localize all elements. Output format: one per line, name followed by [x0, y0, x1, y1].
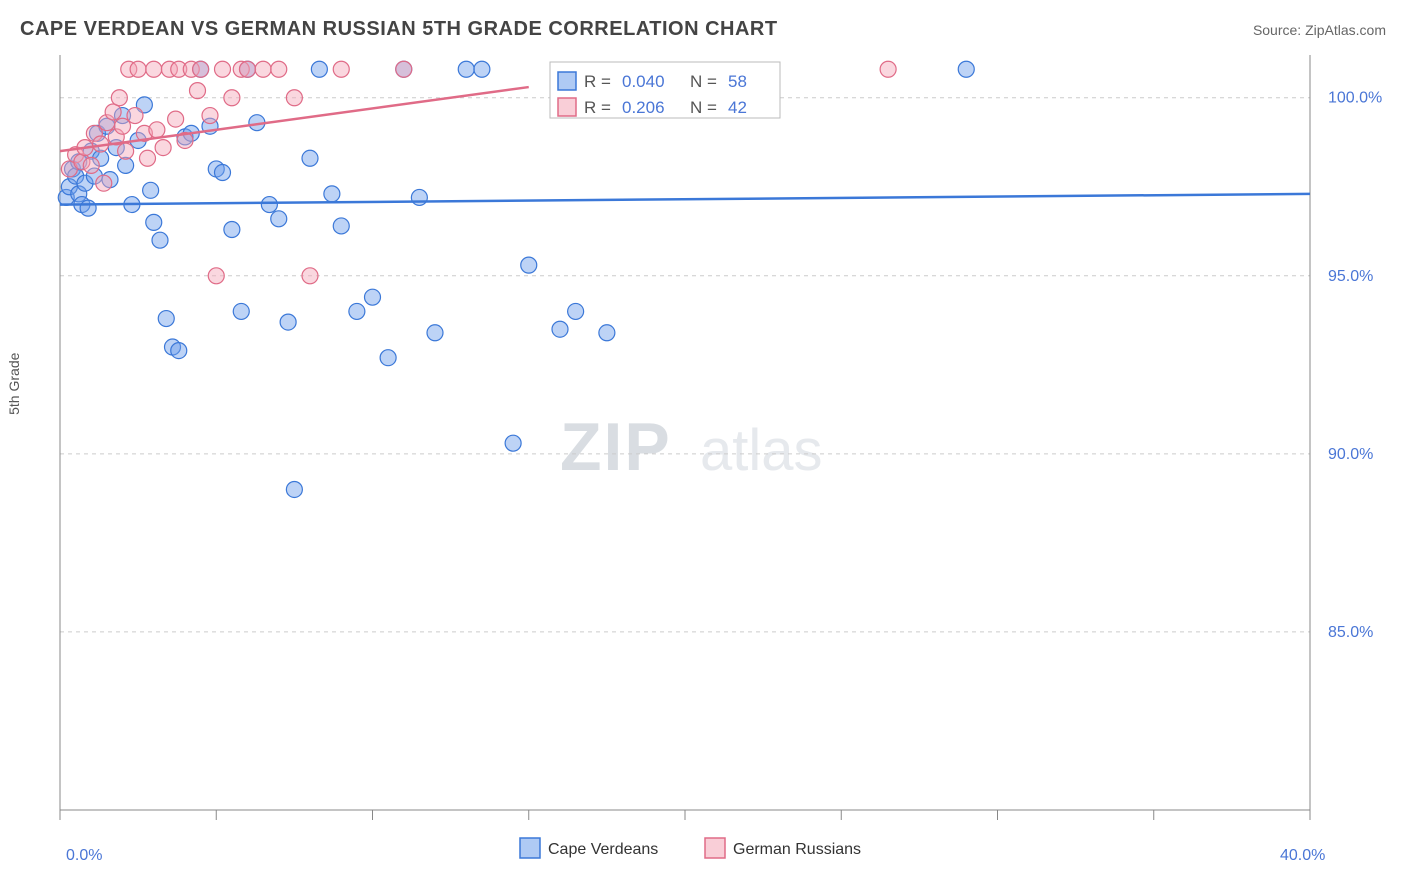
cape-verdean-point: [261, 197, 277, 213]
cape-verdean-point: [171, 343, 187, 359]
german-russian-point: [333, 61, 349, 77]
cape-verdean-point: [80, 200, 96, 216]
german-russian-point: [202, 108, 218, 124]
german-russian-point: [224, 90, 240, 106]
stat-swatch: [558, 98, 576, 116]
cape-verdean-point: [146, 214, 162, 230]
cape-verdean-point: [271, 211, 287, 227]
german-russian-point: [96, 175, 112, 191]
y-tick-label: 100.0%: [1328, 90, 1382, 107]
german-russian-point: [880, 61, 896, 77]
cape-verdean-point: [224, 222, 240, 238]
stat-r-label: R =: [584, 98, 611, 117]
german-russian-point: [146, 61, 162, 77]
cape-verdean-point: [152, 232, 168, 248]
german-russian-point: [240, 61, 256, 77]
legend-swatch: [705, 838, 725, 858]
stat-swatch: [558, 72, 576, 90]
y-tick-label: 90.0%: [1328, 446, 1373, 463]
cape-verdean-point: [958, 61, 974, 77]
german-russian-point: [155, 140, 171, 156]
cape-verdean-trendline: [60, 194, 1310, 205]
y-tick-label: 95.0%: [1328, 268, 1373, 285]
cape-verdean-point: [311, 61, 327, 77]
german-russian-point: [215, 61, 231, 77]
legend-label: German Russians: [733, 841, 861, 858]
cape-verdean-point: [411, 189, 427, 205]
x-tick-label: 40.0%: [1280, 847, 1325, 864]
stat-r-label: R =: [584, 72, 611, 91]
german-russian-point: [302, 268, 318, 284]
german-russian-point: [105, 104, 121, 120]
cape-verdean-point: [143, 182, 159, 198]
german-russian-point: [396, 61, 412, 77]
y-tick-label: 85.0%: [1328, 624, 1373, 641]
cape-verdean-point: [552, 321, 568, 337]
stat-n-value: 42: [728, 98, 747, 117]
cape-verdean-point: [302, 150, 318, 166]
german-russian-point: [149, 122, 165, 138]
cape-verdean-point: [118, 157, 134, 173]
cape-verdean-point: [365, 289, 381, 305]
stat-r-value: 0.206: [622, 98, 665, 117]
cape-verdean-point: [324, 186, 340, 202]
x-tick-label: 0.0%: [66, 847, 102, 864]
german-russian-point: [127, 108, 143, 124]
german-russian-point: [193, 61, 209, 77]
cape-verdean-point: [349, 303, 365, 319]
watermark-atlas: atlas: [700, 418, 823, 483]
cape-verdean-point: [568, 303, 584, 319]
german-russian-point: [271, 61, 287, 77]
stat-n-value: 58: [728, 72, 747, 91]
stat-n-label: N =: [690, 98, 717, 117]
german-russian-point: [83, 157, 99, 173]
cape-verdean-point: [158, 311, 174, 327]
cape-verdean-point: [333, 218, 349, 234]
legend-swatch: [520, 838, 540, 858]
cape-verdean-point: [474, 61, 490, 77]
german-russian-point: [255, 61, 271, 77]
cape-verdean-point: [380, 350, 396, 366]
stat-n-label: N =: [690, 72, 717, 91]
stat-r-value: 0.040: [622, 72, 665, 91]
german-russian-point: [190, 83, 206, 99]
german-russian-point: [168, 111, 184, 127]
german-russian-point: [118, 143, 134, 159]
legend-label: Cape Verdeans: [548, 841, 658, 858]
cape-verdean-point: [599, 325, 615, 341]
cape-verdean-point: [233, 303, 249, 319]
cape-verdean-point: [521, 257, 537, 273]
german-russian-point: [286, 90, 302, 106]
cape-verdean-point: [215, 165, 231, 181]
cape-verdean-point: [505, 435, 521, 451]
german-russian-point: [208, 268, 224, 284]
cape-verdean-point: [286, 481, 302, 497]
german-russian-point: [130, 61, 146, 77]
german-russian-point: [140, 150, 156, 166]
german-russian-point: [111, 90, 127, 106]
cape-verdean-point: [427, 325, 443, 341]
cape-verdean-point: [458, 61, 474, 77]
watermark-zip: ZIP: [560, 409, 672, 485]
correlation-scatter-chart: ZIP atlas 85.0% 90.0% 95.0% 100.0% 0.0% 40.0% R …: [0, 0, 1406, 892]
cape-verdean-point: [280, 314, 296, 330]
